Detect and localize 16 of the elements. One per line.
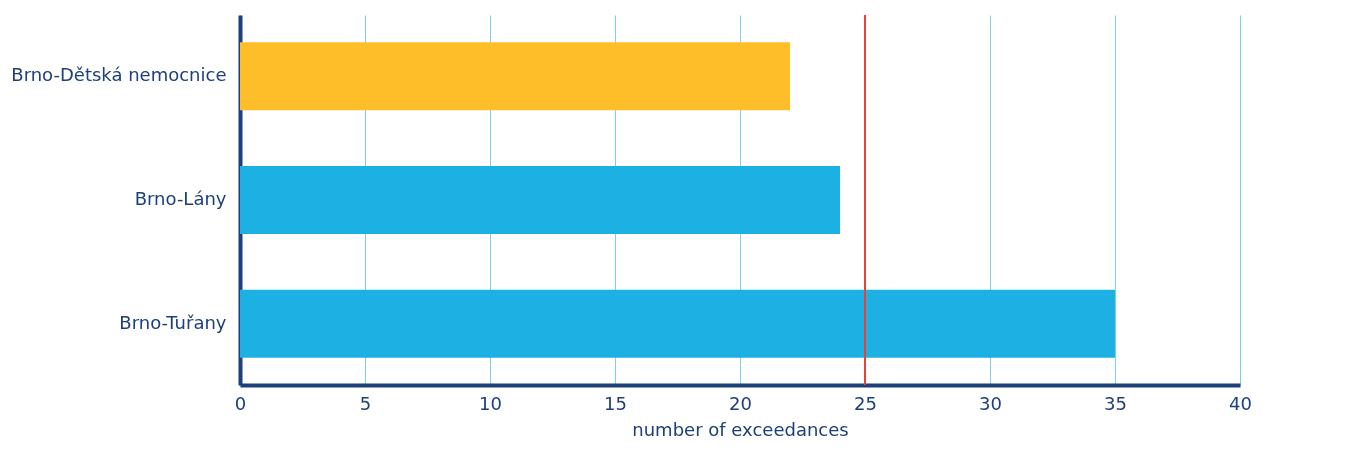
x-tick-label: 15: [604, 392, 627, 414]
y-tick-label: Brno-Lány: [134, 188, 227, 209]
y-tick-label: Brno-Tuřany: [119, 311, 227, 333]
x-tick-label: 0: [234, 392, 247, 414]
x-tick-label: 20: [729, 392, 752, 414]
x-tick-label: 40: [1229, 392, 1252, 414]
x-axis-title: number of exceedances: [632, 418, 849, 440]
x-tick-label: 5: [359, 392, 372, 414]
bar: [240, 165, 840, 235]
bar: [240, 42, 790, 111]
x-tick-label: 10: [479, 392, 502, 414]
bar: [240, 289, 1115, 358]
y-tick-label: Brno-Dětská nemocnice: [11, 64, 227, 86]
x-tick-label: 30: [979, 392, 1002, 414]
x-tick-label: 25: [854, 392, 877, 414]
x-tick-label: 35: [1104, 392, 1127, 414]
